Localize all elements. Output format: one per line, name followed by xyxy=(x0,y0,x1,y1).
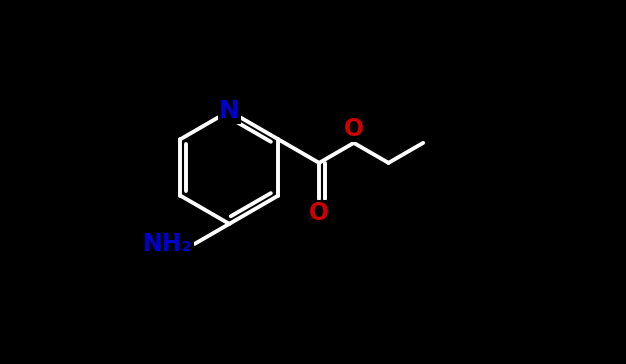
Text: O: O xyxy=(344,117,364,141)
Text: NH₂: NH₂ xyxy=(143,232,193,256)
Text: N: N xyxy=(219,99,240,123)
Text: O: O xyxy=(309,201,329,225)
